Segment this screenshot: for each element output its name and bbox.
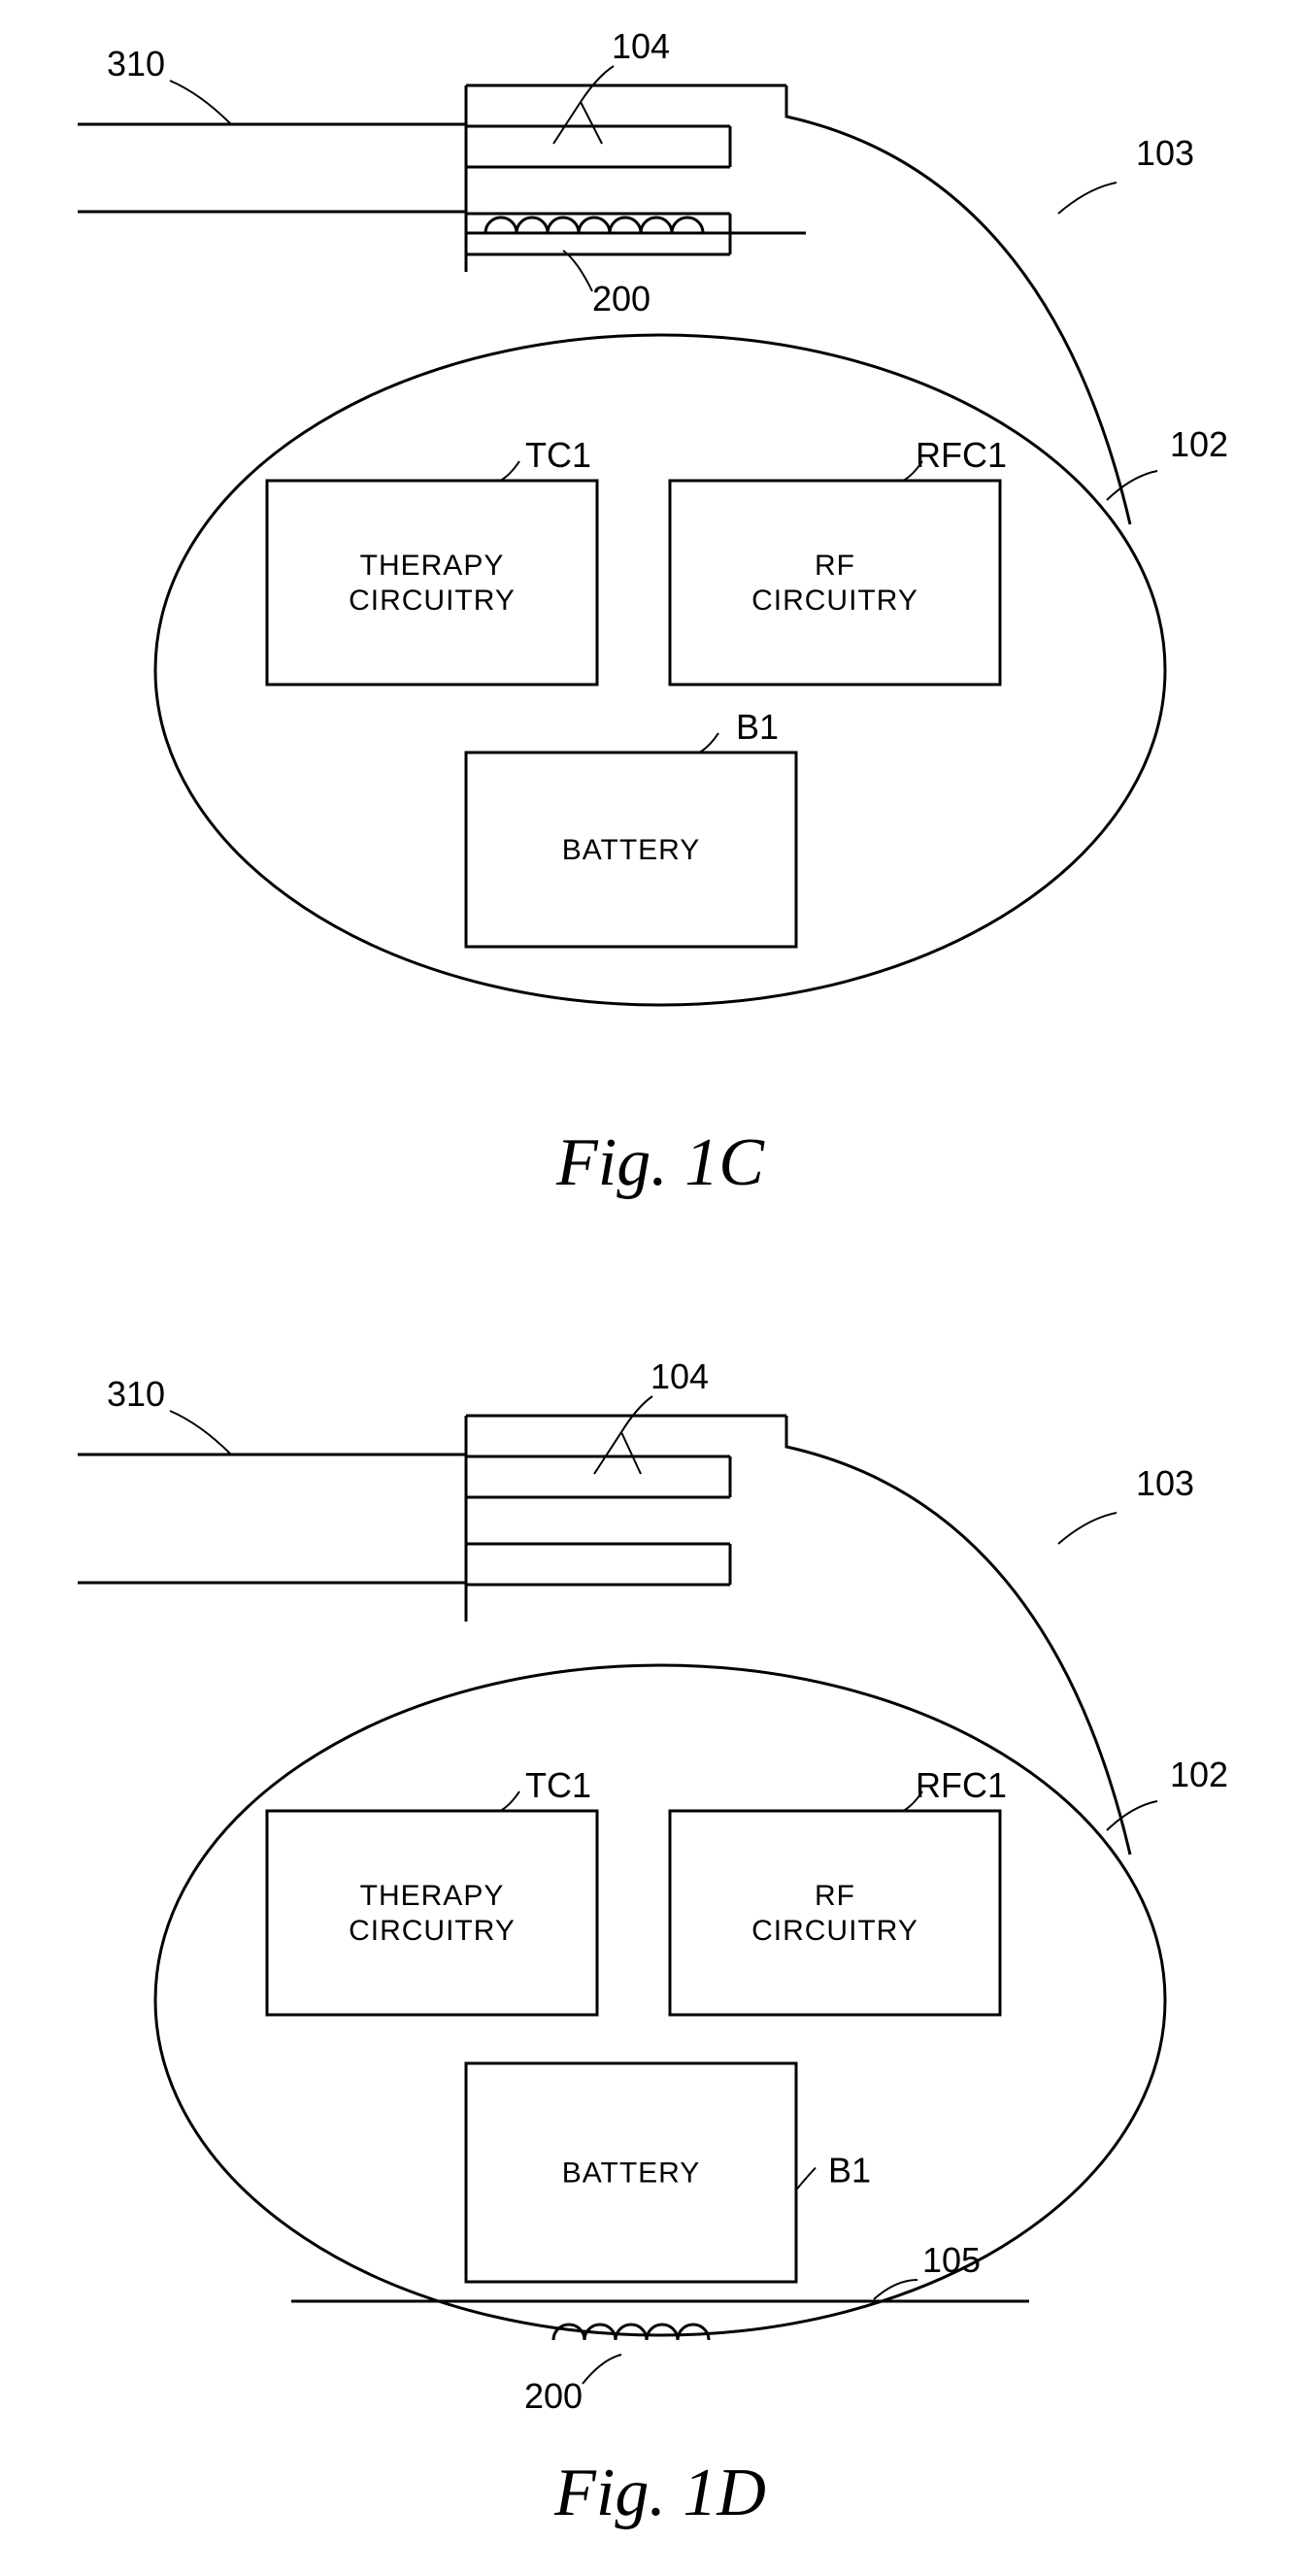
svg-text:103: 103: [1136, 133, 1194, 173]
figure-caption-1c: Fig. 1C: [555, 1125, 765, 1200]
lead-wire: [78, 124, 466, 212]
figure-1d: THERAPYCIRCUITRYTC1RFCIRCUITRYRFC1BATTER…: [78, 1356, 1228, 2530]
svg-text:TC1: TC1: [525, 1765, 591, 1805]
svg-text:B1: B1: [828, 2151, 871, 2191]
antenna-coil-icon: [553, 2325, 709, 2340]
lead-wire: [78, 1455, 466, 1583]
circuit-blocks: THERAPYCIRCUITRYTC1RFCIRCUITRYRFC1BATTER…: [267, 435, 1007, 947]
svg-text:RF: RF: [815, 550, 855, 582]
svg-text:RF: RF: [815, 1880, 855, 1912]
svg-text:B1: B1: [736, 707, 779, 747]
circuit-blocks: THERAPYCIRCUITRYTC1RFCIRCUITRYRFC1BATTER…: [267, 1765, 1007, 2282]
svg-text:RFC1: RFC1: [916, 435, 1007, 475]
svg-text:CIRCUITRY: CIRCUITRY: [349, 585, 516, 617]
antenna-coil-icon: [466, 217, 806, 233]
svg-text:BATTERY: BATTERY: [562, 2158, 701, 2190]
svg-text:TC1: TC1: [525, 435, 591, 475]
svg-text:105: 105: [922, 2240, 981, 2280]
svg-text:THERAPY: THERAPY: [360, 1880, 505, 1912]
svg-text:310: 310: [107, 44, 165, 84]
device-body-ellipse: [155, 335, 1165, 1005]
svg-text:103: 103: [1136, 1463, 1194, 1503]
svg-text:104: 104: [650, 1356, 709, 1396]
svg-text:CIRCUITRY: CIRCUITRY: [751, 1915, 918, 1947]
reference-labels: 310 104 103 102 200: [107, 26, 1228, 500]
svg-text:RFC1: RFC1: [916, 1765, 1007, 1805]
reference-labels: 310 104 103 102 105 200: [107, 1356, 1228, 2416]
svg-text:CIRCUITRY: CIRCUITRY: [349, 1915, 516, 1947]
svg-text:104: 104: [612, 26, 670, 66]
svg-text:102: 102: [1170, 424, 1228, 464]
svg-text:102: 102: [1170, 1755, 1228, 1794]
device-body-ellipse: [155, 1665, 1165, 2335]
svg-text:CIRCUITRY: CIRCUITRY: [751, 585, 918, 617]
figure-1c: THERAPYCIRCUITRYTC1RFCIRCUITRYRFC1BATTER…: [78, 26, 1228, 1200]
svg-text:200: 200: [592, 279, 650, 318]
svg-text:310: 310: [107, 1374, 165, 1414]
svg-text:THERAPY: THERAPY: [360, 550, 505, 582]
figure-caption-1d: Fig. 1D: [553, 2456, 766, 2530]
svg-text:BATTERY: BATTERY: [562, 834, 701, 866]
svg-text:200: 200: [524, 2376, 583, 2416]
